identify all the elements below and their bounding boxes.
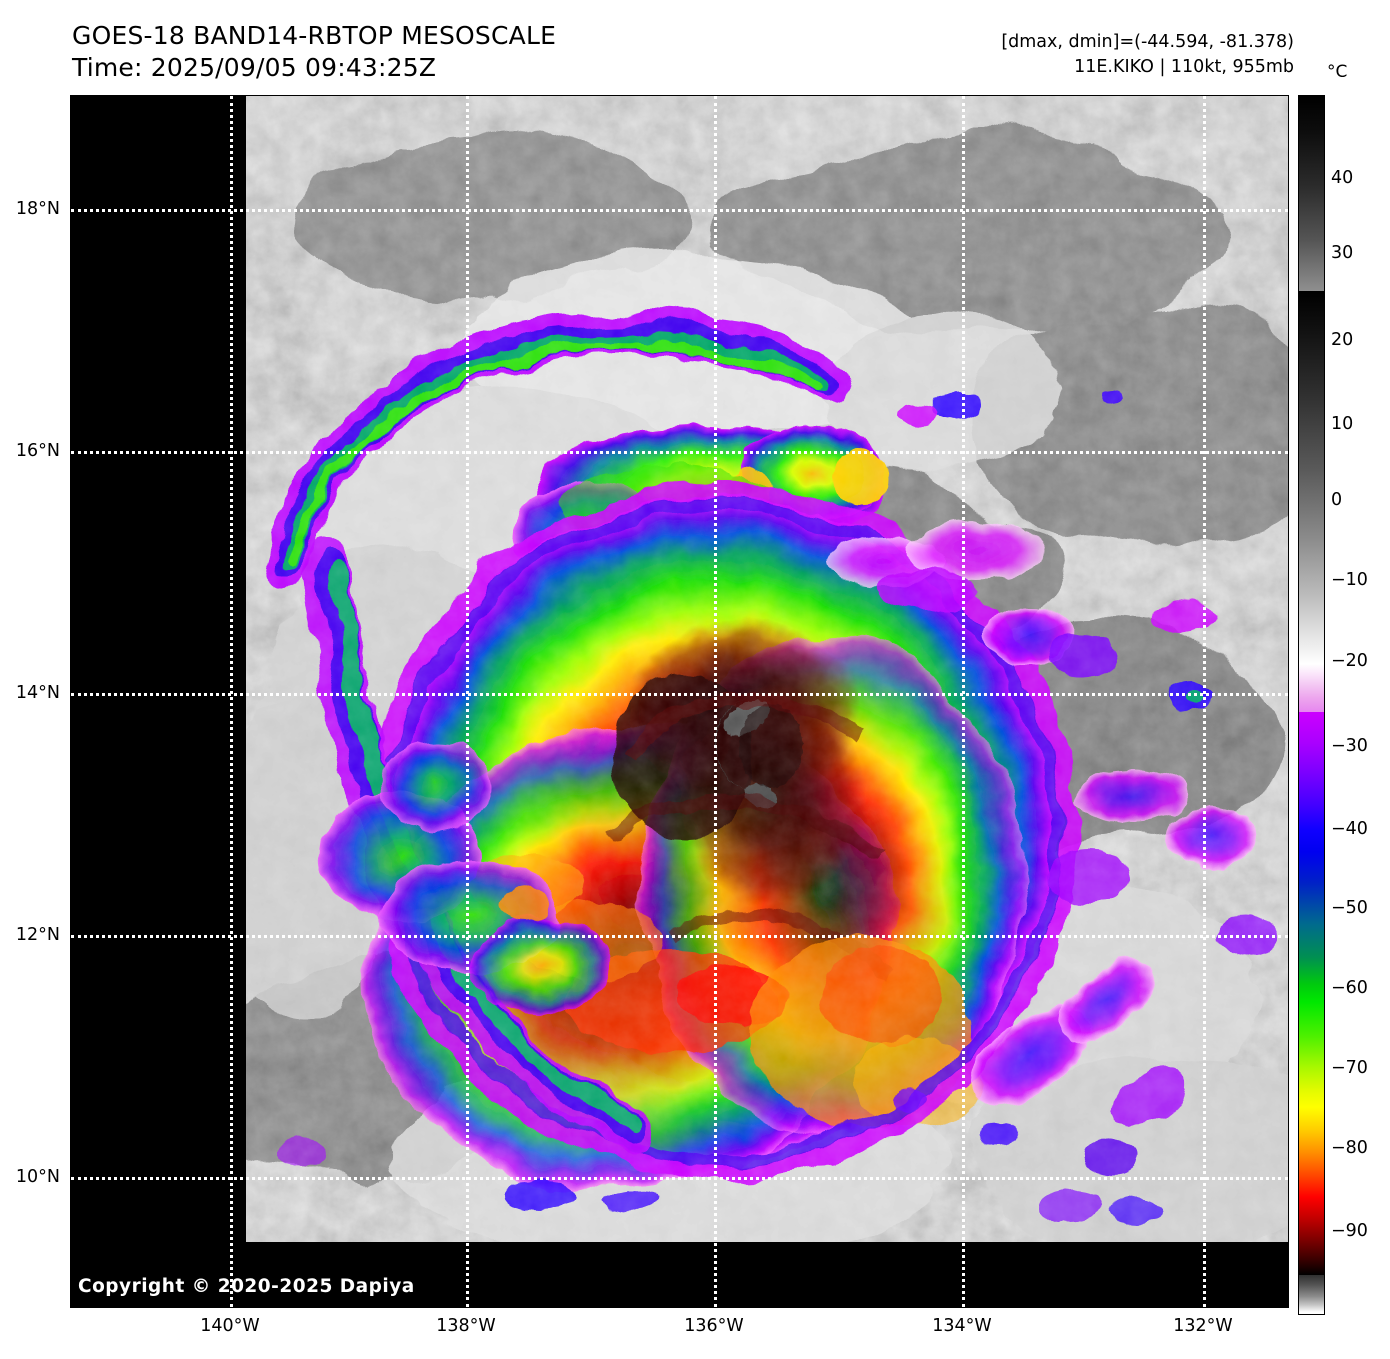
colorbar-tick-40: 40 — [1331, 168, 1354, 188]
storm-info-line: 11E.KIKO | 110kt, 955mb — [1074, 57, 1294, 77]
colorbar-segment-pink — [1299, 664, 1324, 712]
lon-label-136w: 136°W — [684, 1316, 744, 1336]
lat-label-16n: 16°N — [15, 441, 60, 461]
colorbar-tick-m70: −70 — [1331, 1058, 1368, 1078]
colorbar-segment-cold-gray — [1299, 1275, 1324, 1312]
colorbar-segment-ir-gray — [1299, 291, 1324, 664]
lat-label-12n: 12°N — [15, 925, 60, 945]
lon-label-140w: 140°W — [200, 1316, 260, 1336]
colorbar-segment-magenta-blue — [1299, 712, 1324, 852]
colorbar-tick-m30: −30 — [1331, 736, 1368, 756]
colorbar-tick-m80: −80 — [1331, 1138, 1368, 1158]
page-title: GOES-18 BAND14-RBTOP MESOSCALE — [72, 21, 557, 50]
lat-label-14n: 14°N — [15, 683, 60, 703]
title-block: GOES-18 BAND14-RBTOP MESOSCALE Time: 202… — [72, 20, 556, 84]
colorbar-segment-blue-green — [1299, 852, 1324, 1002]
data-range-line: [dmax, dmin]=(-44.594, -81.378) — [1001, 32, 1294, 52]
colorbar-segment-warm-gray — [1299, 96, 1324, 291]
timestamp-line: Time: 2025/09/05 09:43:25Z — [72, 53, 437, 82]
colorbar-tick-m60: −60 — [1331, 978, 1368, 998]
colorbar-segment-yellow-red — [1299, 1107, 1324, 1197]
lon-label-132w: 132°W — [1173, 1316, 1233, 1336]
colorbar-tick-0: 0 — [1331, 490, 1343, 510]
colorbar-tick-m90: −90 — [1331, 1221, 1368, 1241]
lat-label-10n: 10°N — [15, 1167, 60, 1187]
colorbar — [1298, 95, 1325, 1315]
lon-label-134w: 134°W — [932, 1316, 992, 1336]
colorbar-tick-m50: −50 — [1331, 898, 1368, 918]
colorbar-segment-red-black — [1299, 1197, 1324, 1275]
colorbar-tick-m40: −40 — [1331, 819, 1368, 839]
colorbar-tick-20: 20 — [1331, 330, 1354, 350]
colorbar-segment-green-yellow — [1299, 1002, 1324, 1107]
colorbar-unit-label: °C — [1327, 62, 1348, 82]
colorbar-tick-m20: −20 — [1331, 651, 1368, 671]
metadata-block: [dmax, dmin]=(-44.594, -81.378) 11E.KIKO… — [1001, 30, 1294, 80]
colorbar-tick-30: 30 — [1331, 243, 1354, 263]
lat-label-18n: 18°N — [15, 199, 60, 219]
lon-label-138w: 138°W — [436, 1316, 496, 1336]
colorbar-tick-m10: −10 — [1331, 570, 1368, 590]
copyright-text: Copyright © 2020-2025 Dapiya — [78, 1276, 415, 1297]
colorbar-tick-10: 10 — [1331, 414, 1354, 434]
satellite-imagery — [71, 96, 1288, 1307]
satellite-image-plot — [70, 95, 1289, 1308]
